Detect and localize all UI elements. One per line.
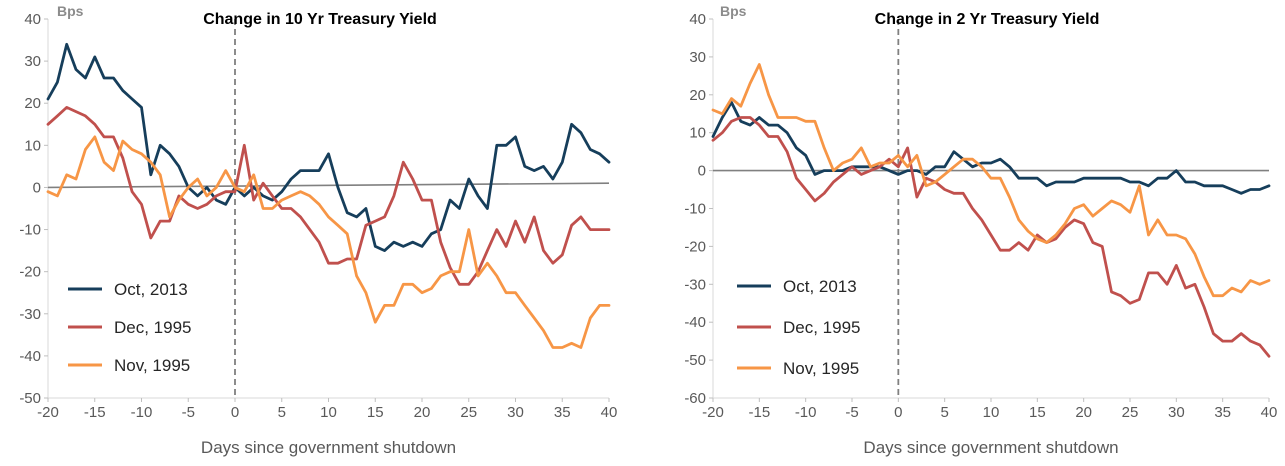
x-axis-title: Days since government shutdown [863, 438, 1118, 457]
y-tick-label: -60 [684, 390, 706, 407]
x-tick-label: -15 [748, 404, 770, 421]
x-tick-label: 25 [460, 404, 477, 421]
x-tick-label: 10 [983, 404, 1000, 421]
y-tick-label: -30 [19, 306, 41, 323]
y-tick-label: -40 [684, 314, 706, 331]
x-axis-title: Days since government shutdown [201, 438, 456, 457]
x-tick-label: 15 [367, 404, 384, 421]
x-tick-label: -5 [182, 404, 195, 421]
y-tick-label: 10 [24, 137, 41, 154]
y-tick-label: -20 [19, 264, 41, 281]
x-tick-label: 0 [894, 404, 902, 421]
y-tick-label: -50 [19, 390, 41, 407]
y-tick-label: 10 [689, 125, 706, 142]
legend-label: Oct, 2013 [783, 277, 857, 296]
y-tick-label: 30 [24, 53, 41, 70]
x-tick-label: 30 [1168, 404, 1185, 421]
legend-label: Oct, 2013 [114, 280, 188, 299]
x-tick-label: 35 [1214, 404, 1231, 421]
series-line-dec-1995 [46, 106, 611, 286]
legend-label: Dec, 1995 [114, 318, 192, 337]
x-tick-label: -10 [795, 404, 817, 421]
x-tick-label: 5 [278, 404, 286, 421]
y-tick-label: 0 [698, 163, 706, 180]
series-line-nov-1995 [711, 63, 1271, 298]
chart-10yr-panel: 40 30 20 10 0 -10 -20 -30 -40 -50 -20 -15 -10 -5 0 5 10 1… [0, 0, 630, 461]
x-tick-label: -10 [131, 404, 153, 421]
y-tick-label: -10 [684, 201, 706, 218]
x-tick-label: 40 [1261, 404, 1278, 421]
x-tick-label: -15 [84, 404, 106, 421]
x-tick-label: 30 [507, 404, 524, 421]
y-tick-label: -30 [684, 276, 706, 293]
y-tick-label: 30 [689, 49, 706, 66]
y-tick-label: 20 [689, 87, 706, 104]
x-tick-label: 25 [1122, 404, 1139, 421]
x-tick-label: 35 [554, 404, 571, 421]
y-tick-label: -40 [19, 348, 41, 365]
x-tick-label: -20 [702, 404, 724, 421]
y-tick-label: 20 [24, 95, 41, 112]
y-tick-label: -20 [684, 238, 706, 255]
x-tick-label: 10 [320, 404, 337, 421]
y-tick-label: 40 [24, 11, 41, 28]
x-tick-label: 15 [1029, 404, 1046, 421]
x-tick-label: 20 [414, 404, 431, 421]
chart-2yr-panel: 40 30 20 10 0 -10 -20 -30 -40 -50 -60 -20 -15 -10 -5 0 5… [660, 0, 1285, 461]
y-tick-label: -10 [19, 222, 41, 239]
series-line-oct-2013 [711, 101, 1271, 195]
legend-label: Nov, 1995 [783, 359, 859, 378]
x-tick-label: 40 [601, 404, 618, 421]
series-line-dec-1995 [711, 116, 1271, 358]
y-tick-label: 0 [33, 179, 41, 196]
reference-line [47, 182, 610, 189]
chart-title: Change in 10 Yr Treasury Yield [203, 11, 437, 28]
x-tick-label: -20 [37, 404, 59, 421]
chart-title: Change in 2 Yr Treasury Yield [875, 11, 1100, 28]
y-tick-label: 40 [689, 11, 706, 28]
x-tick-label: 20 [1075, 404, 1092, 421]
unit-label: Bps [720, 3, 747, 19]
y-tick-label: -50 [684, 352, 706, 369]
x-tick-label: -5 [845, 404, 858, 421]
unit-label: Bps [57, 3, 84, 19]
x-tick-label: 0 [231, 404, 239, 421]
series-line-nov-1995 [46, 135, 611, 349]
legend-label: Nov, 1995 [114, 356, 190, 375]
series-line-oct-2013 [46, 42, 611, 253]
x-tick-label: 5 [940, 404, 948, 421]
legend-label: Dec, 1995 [783, 318, 861, 337]
